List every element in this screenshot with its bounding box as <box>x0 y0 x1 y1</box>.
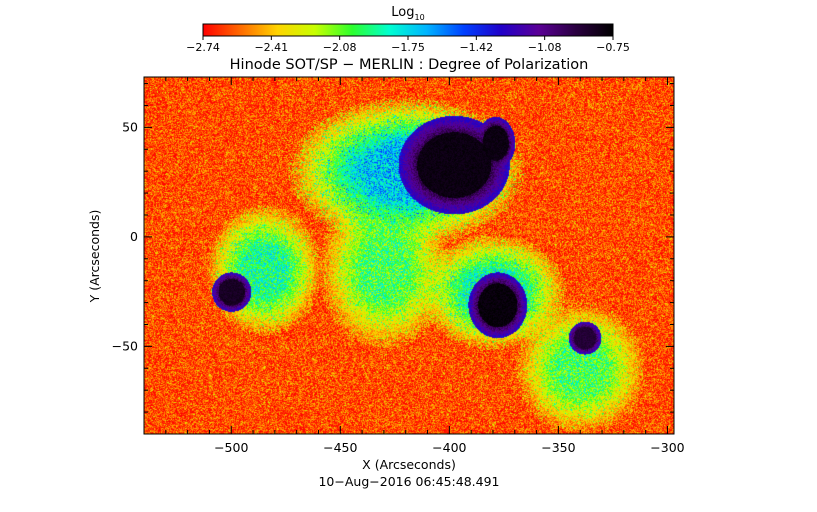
plot-frame <box>143 76 675 435</box>
x-tick-label: −300 <box>650 440 684 455</box>
colorbar-tick-label: −2.41 <box>254 41 288 54</box>
x-axis-ticks: −500 −450 −400 −350 −300 <box>143 77 685 455</box>
polarization-heatmap <box>144 77 674 434</box>
colorbar-label-sub: 10 <box>415 13 425 22</box>
colorbar-label-main: Log <box>391 5 414 20</box>
timestamp: 10−Aug−2016 06:45:48.491 <box>318 474 499 489</box>
x-axis-label: X (Arcseconds) <box>362 457 456 472</box>
y-tick-label: 0 <box>130 229 138 244</box>
chart-title: Hinode SOT/SP − MERLIN : Degree of Polar… <box>230 57 589 73</box>
colorbar-tick-label: −0.75 <box>596 41 630 54</box>
colorbar-label: Log10 <box>391 5 424 22</box>
colorbar-tick-label: −1.08 <box>528 41 562 54</box>
colorbar-ticks: −2.74 −2.41 −2.08 −1.75 −1.42 −1.08 −0.75 <box>186 36 630 54</box>
colorbar-tick-label: −2.08 <box>323 41 357 54</box>
x-tick-label: −500 <box>214 440 248 455</box>
colorbar-tick-label: −2.74 <box>186 41 220 54</box>
colorbar: Log10 −2.74 −2.41 −2.08 −1.75 −1.42 −1.08 −0.7… <box>186 5 630 54</box>
y-tick-label: −50 <box>112 338 138 353</box>
colorbar-tick-label: −1.75 <box>391 41 425 54</box>
colorbar-tick-label: −1.42 <box>459 41 493 54</box>
x-tick-label: −450 <box>323 440 357 455</box>
y-axis-label: Y (Arcseconds) <box>87 210 102 304</box>
x-tick-label: −350 <box>541 440 575 455</box>
colorbar-strip <box>202 23 614 37</box>
y-axis-ticks: −50 0 50 <box>112 83 674 435</box>
x-tick-label: −400 <box>432 440 466 455</box>
y-tick-label: 50 <box>122 119 138 134</box>
